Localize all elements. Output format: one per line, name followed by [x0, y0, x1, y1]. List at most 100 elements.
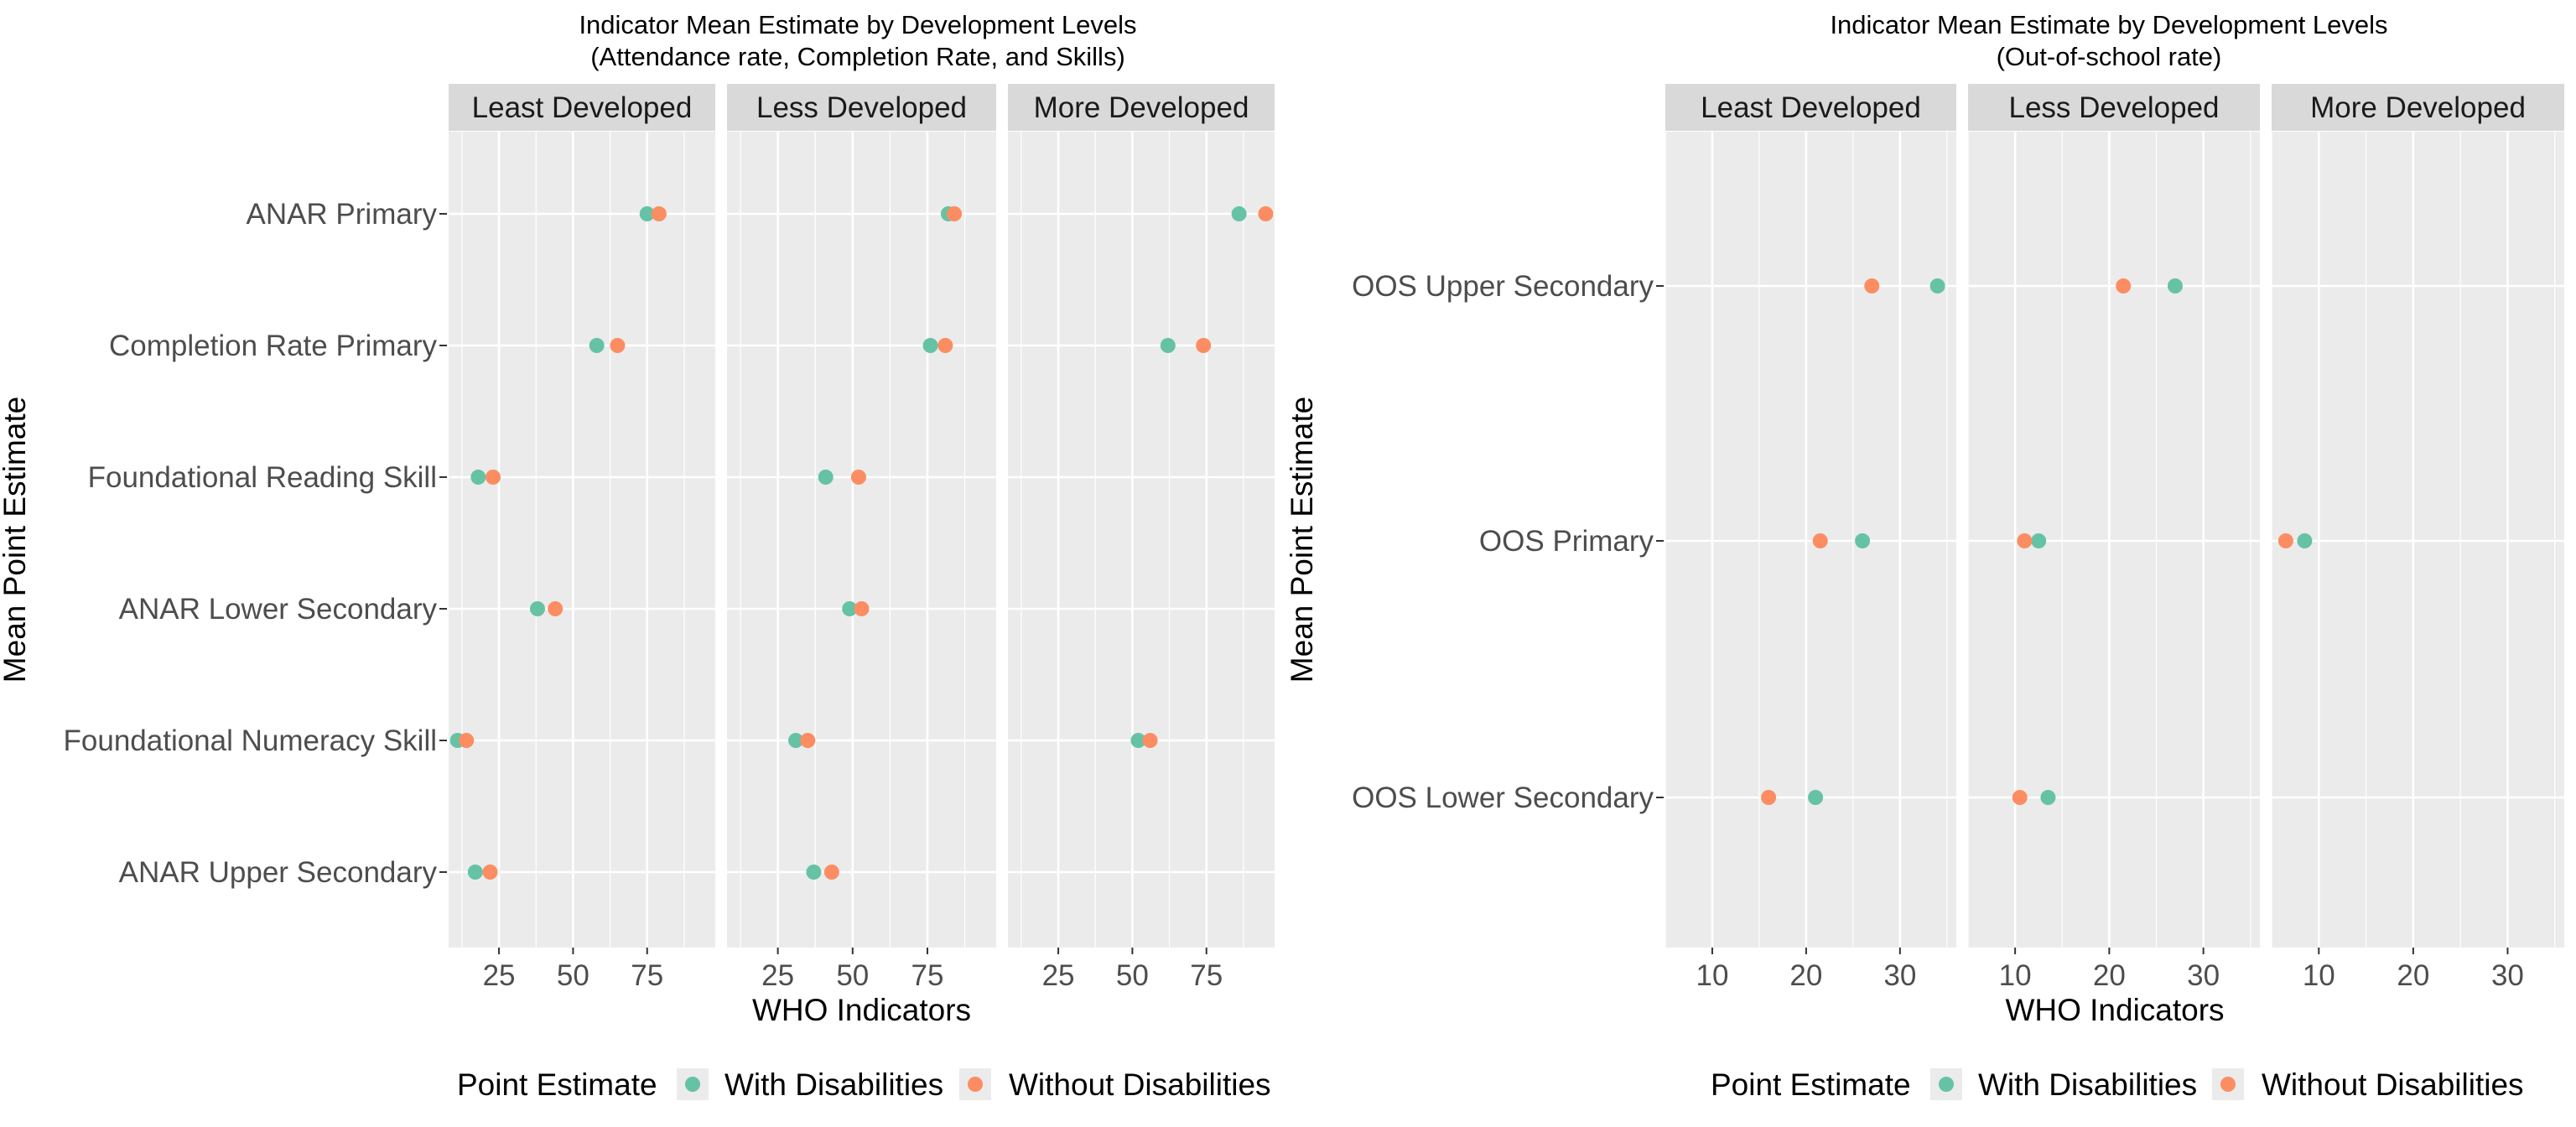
x-tick-label: 50: [836, 959, 869, 992]
facet-strip: [449, 84, 715, 131]
y-category-label: OOS Lower Secondary: [1352, 782, 1654, 814]
point-with-disabilities: [806, 865, 822, 880]
point-without-disabilities: [1196, 338, 1212, 353]
x-tick-label: 30: [2491, 959, 2524, 992]
point-with-disabilities: [1855, 533, 1871, 548]
y-category-label: ANAR Upper Secondary: [119, 856, 438, 889]
legend-key-with-disabilities: [1939, 1077, 1954, 1092]
y-axis-title: Mean Point Estimate: [0, 397, 32, 683]
point-without-disabilities: [2017, 533, 2033, 548]
facet-panel: Least Developed 25 50 75: [449, 84, 715, 992]
point-without-disabilities: [1142, 733, 1158, 748]
panel-background: [2272, 132, 2564, 948]
y-category-label: ANAR Primary: [246, 198, 437, 231]
facet-label: Less Developed: [756, 91, 967, 124]
point-with-disabilities: [470, 470, 486, 485]
point-without-disabilities: [800, 733, 816, 748]
x-tick-label: 50: [557, 959, 589, 992]
point-with-disabilities: [922, 338, 938, 353]
chart-subtitle: (Out-of-school rate): [1997, 42, 2222, 71]
facet-strip: [2272, 84, 2564, 131]
x-tick-label: 75: [631, 959, 663, 992]
point-with-disabilities: [639, 206, 655, 221]
point-without-disabilities: [610, 338, 626, 353]
facet-panel: Less Developed 25 50 75: [727, 84, 996, 992]
legend-key-without-disabilities: [2220, 1077, 2236, 1092]
x-tick-label: 75: [1190, 959, 1223, 992]
chart-subtitle: (Attendance rate, Completion Rate, and S…: [590, 42, 1125, 71]
legend-title: Point Estimate: [457, 1067, 657, 1102]
x-tick-label: 30: [1883, 959, 1916, 992]
x-tick-label: 20: [2397, 959, 2429, 992]
point-without-disabilities: [854, 601, 870, 616]
x-tick-label: 25: [1042, 959, 1075, 992]
panel-background: [1665, 132, 1956, 948]
point-without-disabilities: [1258, 206, 1274, 221]
point-with-disabilities: [2297, 533, 2313, 548]
point-without-disabilities: [651, 206, 667, 221]
facet-label: More Developed: [2310, 91, 2526, 124]
point-without-disabilities: [823, 865, 839, 880]
facet-panel: More Developed 10 20 30: [2271, 84, 2564, 992]
panel-background: [1968, 132, 2260, 948]
point-without-disabilities: [548, 601, 564, 616]
legend-title: Point Estimate: [1711, 1067, 1911, 1102]
point-without-disabilities: [459, 733, 475, 748]
x-tick-label: 30: [2187, 959, 2220, 992]
x-axis-title: WHO Indicators: [2005, 993, 2224, 1027]
point-with-disabilities: [2031, 533, 2047, 548]
facet-strip: [1008, 84, 1275, 131]
point-without-disabilities: [482, 865, 498, 880]
x-tick-label: 25: [761, 959, 794, 992]
legend-label-without-disabilities: Without Disabilities: [1009, 1067, 1271, 1102]
point-with-disabilities: [530, 601, 545, 616]
x-tick-label: 75: [911, 959, 943, 992]
legend-label-with-disabilities: With Disabilities: [724, 1067, 943, 1102]
facet-panel: More Developed 25 50 75: [1008, 84, 1275, 992]
x-axis-title: WHO Indicators: [752, 993, 971, 1027]
x-tick-label: 10: [1696, 959, 1728, 992]
facet-strip: [727, 84, 996, 131]
point-with-disabilities: [842, 601, 858, 616]
facet-label: More Developed: [1034, 91, 1249, 124]
point-without-disabilities: [947, 206, 963, 221]
point-with-disabilities: [1231, 206, 1247, 221]
y-category-label: OOS Upper Secondary: [1352, 270, 1654, 303]
legend-label-without-disabilities: Without Disabilities: [2262, 1067, 2524, 1102]
facet-strip: [1665, 84, 1956, 131]
point-with-disabilities: [788, 733, 804, 748]
y-category-label: Completion Rate Primary: [109, 330, 437, 362]
point-with-disabilities: [818, 470, 834, 485]
x-tick-label: 50: [1116, 959, 1149, 992]
facet-label: Least Developed: [1701, 91, 1921, 124]
chart-title: Indicator Mean Estimate by Development L…: [1830, 10, 2387, 39]
point-with-disabilities: [2167, 278, 2183, 293]
point-without-disabilities: [1812, 533, 1828, 548]
x-tick-label: 20: [1789, 959, 1822, 992]
x-tick-label: 25: [483, 959, 516, 992]
y-category-label: Foundational Reading Skill: [88, 461, 437, 494]
y-axis-title: Mean Point Estimate: [1285, 397, 1319, 683]
chart-title: Indicator Mean Estimate by Development L…: [579, 10, 1136, 39]
legend-label-with-disabilities: With Disabilities: [1978, 1067, 2197, 1102]
point-with-disabilities: [1808, 790, 1824, 805]
panel-background: [727, 132, 996, 948]
point-with-disabilities: [2040, 790, 2056, 805]
panel-background: [1008, 132, 1275, 948]
facet-label: Least Developed: [472, 91, 693, 124]
facet-strip: [1968, 84, 2260, 131]
point-without-disabilities: [1864, 278, 1880, 293]
y-category-label: ANAR Lower Secondary: [119, 593, 438, 626]
legend-key-without-disabilities: [968, 1077, 983, 1092]
facet-label: Less Developed: [2009, 91, 2220, 124]
facet-panel: Less Developed 10 20 30: [1967, 84, 2260, 992]
point-without-disabilities: [2277, 533, 2293, 548]
legend-key-with-disabilities: [685, 1077, 700, 1092]
point-without-disabilities: [1761, 790, 1777, 805]
point-with-disabilities: [1929, 278, 1945, 293]
legend: Point Estimate With Disabilities Without D…: [457, 1067, 1271, 1102]
point-without-disabilities: [486, 470, 501, 485]
legend: Point Estimate With Disabilities Without D…: [1711, 1067, 2524, 1102]
point-with-disabilities: [467, 865, 483, 880]
